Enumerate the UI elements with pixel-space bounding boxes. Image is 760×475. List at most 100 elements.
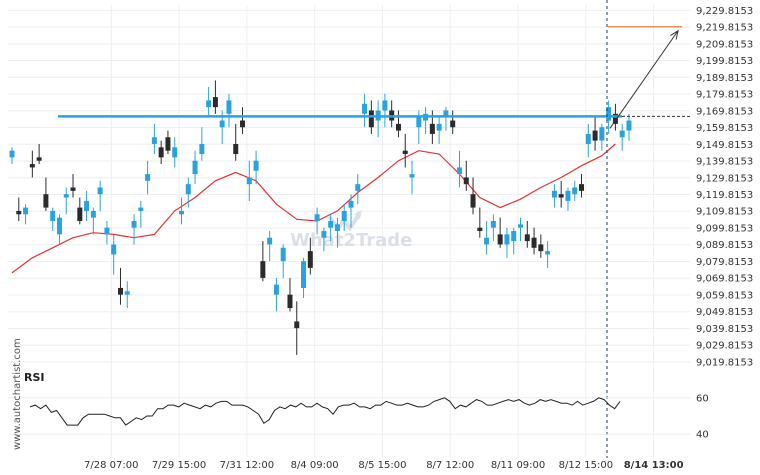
candle-body [531, 237, 537, 248]
candle-body [280, 247, 286, 262]
price-tick-label: 9,119.8153 [696, 190, 753, 201]
candle-body [456, 167, 462, 175]
candle-body [429, 123, 435, 134]
candle-body [84, 200, 90, 211]
horizontal-gridlines [8, 9, 690, 363]
candle-body [267, 237, 273, 245]
candle-body [328, 220, 334, 228]
level-lines [58, 0, 690, 458]
time-tick-label: 8/4 09:00 [291, 460, 339, 471]
candle-body [138, 207, 144, 211]
candle-body [131, 220, 137, 228]
candlestick-series [9, 80, 632, 355]
price-tick-label: 9,159.8153 [696, 123, 753, 134]
candle-body [477, 227, 483, 232]
candle-body [192, 160, 198, 175]
candle-body [233, 143, 239, 155]
candle-body [206, 100, 212, 108]
rsi-axis: 60 40 [8, 393, 709, 441]
candle-body [77, 207, 83, 221]
time-tick-label: 8/12 15:00 [559, 460, 613, 471]
projection [609, 29, 679, 129]
candle-body [151, 137, 157, 144]
candle-body [382, 100, 388, 111]
price-tick-label: 9,219.8153 [696, 23, 753, 34]
candle-body [443, 110, 449, 118]
candle-body [63, 194, 69, 198]
rsi-title: RSI [24, 371, 45, 384]
vertical-gridlines [110, 5, 655, 458]
candle-body [219, 120, 225, 128]
candle-body [294, 321, 300, 329]
candle-body [619, 130, 625, 138]
candle-body [165, 137, 171, 151]
price-axis: 9,229.8153 9,219.8153 9,209.8153 9,199.8153… [696, 6, 753, 369]
projection-arrow-head [670, 29, 679, 40]
candle-body [185, 184, 191, 195]
candle-body [504, 234, 510, 245]
candle-body [551, 190, 557, 198]
candle-body [463, 177, 469, 185]
candle-body [16, 210, 22, 215]
price-tick-label: 9,059.8153 [696, 290, 753, 301]
candle-body [97, 187, 103, 195]
candle-body [36, 157, 42, 161]
price-tick-label: 9,229.8153 [696, 6, 753, 17]
candle-body [321, 231, 327, 238]
candle-body [355, 184, 361, 191]
price-tick-label: 9,069.8153 [696, 274, 753, 285]
price-tick-label: 9,019.8153 [696, 357, 753, 368]
candle-body [362, 103, 368, 114]
time-tick-label: 8/14 13:00 [624, 460, 684, 471]
candle-body [29, 164, 35, 168]
candle-body [579, 184, 585, 191]
price-tick-label: 9,189.8153 [696, 73, 753, 84]
side-credit: www.autochartist.com [12, 338, 23, 450]
candle-body [307, 251, 313, 268]
candle-body [246, 177, 252, 185]
price-tick-label: 9,089.8153 [696, 240, 753, 251]
candle-body [348, 200, 354, 208]
candle-body [402, 150, 408, 155]
candle-body [626, 120, 632, 131]
candle-body [179, 210, 184, 215]
moving-average-line [11, 143, 616, 274]
candle-body [226, 100, 232, 114]
candle-body [524, 234, 530, 242]
candle-body [334, 224, 340, 232]
price-tick-label: 9,029.8153 [696, 341, 753, 352]
price-tick-label: 9,049.8153 [696, 307, 753, 318]
time-tick-label: 7/28 07:00 [84, 460, 138, 471]
price-tick-label: 9,169.8153 [696, 106, 753, 117]
candle-body [490, 220, 496, 228]
candle-body [545, 251, 551, 255]
candle-body [395, 123, 401, 131]
candle-body [287, 294, 293, 309]
time-axis: 7/28 07:00 7/29 15:00 7/31 12:00 8/4 09:00 8… [84, 460, 684, 471]
rsi-panel: RSI 60 40 [8, 371, 709, 441]
candle-body [538, 244, 544, 252]
candle-body [104, 227, 110, 235]
price-tick-label: 9,139.8153 [696, 157, 753, 168]
candle-body [612, 113, 618, 124]
candle-body [368, 110, 374, 128]
candle-body [518, 224, 523, 228]
candle-body [158, 147, 164, 158]
candle-body [212, 97, 218, 108]
candle-body [253, 160, 259, 171]
price-tick-label: 9,179.8153 [696, 90, 753, 101]
candle-body [70, 187, 76, 191]
candle-body [9, 150, 15, 158]
price-tick-label: 9,109.8153 [696, 207, 753, 218]
candle-body [199, 143, 205, 155]
candle-body [145, 174, 151, 181]
candle-body [599, 127, 605, 141]
candle-body [436, 123, 442, 131]
price-tick-label: 9,199.8153 [696, 56, 753, 67]
price-tick-label: 9,039.8153 [696, 324, 753, 335]
candle-body [497, 234, 503, 245]
candle-body [90, 210, 96, 218]
watermark-brand: What2Trade [290, 230, 412, 251]
moving-average-series [11, 143, 616, 274]
